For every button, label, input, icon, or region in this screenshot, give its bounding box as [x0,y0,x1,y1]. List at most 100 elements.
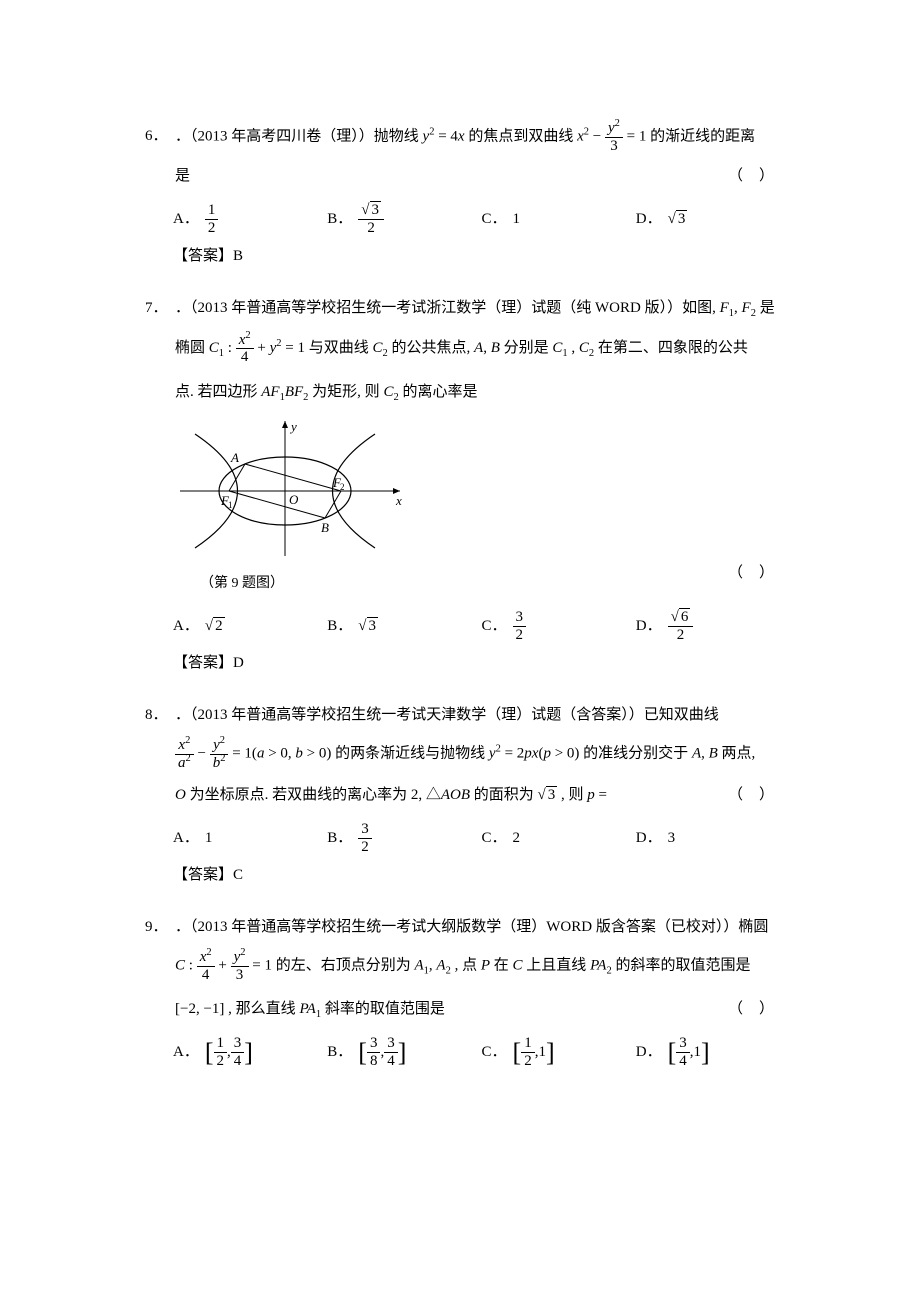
q7-b: B [491,340,500,356]
q9-c-l: C． [482,1040,507,1064]
q8-t2: 的两条渐近线与抛物线 [331,746,489,762]
q8-c-l: C． [482,826,507,850]
q6-opt-b: B． 3 2 [327,202,481,236]
q6-b-sqrt: 3 [370,201,382,218]
q8-bs: 2 [220,753,225,764]
q9-b-d2: 4 [384,1053,398,1070]
q7-source: ．（2013 年普通高等学校招生统一考试浙江数学（理）试题（纯 WORD 版）） [175,300,682,316]
q8-o: O [175,787,190,803]
q9-ys: 2 [240,947,245,958]
q6-opt-c: C．1 [482,202,636,236]
q6-frac-y: y [608,120,615,136]
q9-t4: 在 [490,958,513,974]
q9-eq1: = 1 [249,958,272,974]
q8-opt-a: A．1 [173,821,327,855]
q7-c-n: 3 [513,609,527,627]
q9-a-n2: 3 [231,1035,245,1053]
q7-xs: 2 [245,330,250,341]
q9-plus: + [215,958,231,974]
q7-t7: , [568,340,579,356]
q8-y2: y [489,746,496,762]
q9-opt-c: C．[12, 1] [482,1035,636,1069]
q8-opt-b: B．32 [327,821,481,855]
q8-bv: b [295,746,303,762]
q6-opt-a: A．12 [173,202,327,236]
q8-t6: 的面积为 [474,787,538,803]
q6-t3: 的渐近线的距离 [646,128,755,144]
q9-b-l: B． [327,1040,352,1064]
q9-b-n2: 3 [384,1035,398,1053]
q7-line2: 椭圆 C1 : x24 + y2 = 1 与双曲线 C2 的公共焦点, A, B… [175,330,790,366]
q9-pa1: PA [299,1001,315,1017]
q6-options: A．12 B．32 C．1 D．3 [173,202,790,236]
q8-xs: 2 [185,735,190,746]
q6-answer: 【答案】B [173,244,790,268]
q8-paren: （） [728,783,790,807]
q8-t7: , 则 [557,787,587,803]
q8-pv: p [587,787,595,803]
q8-number: 8． [145,703,175,727]
q9-a1: A [414,958,423,974]
q7-a: A [474,340,483,356]
q8-eq1: = 1( [228,746,256,762]
q7-f2: F [742,300,751,316]
q9-options: A．[12, 34] B．[38, 34] C．[12, 1] D．[34, 1… [173,1035,790,1069]
q9-t2: 的左、右顶点分别为 [272,958,415,974]
q8-aob: AOB [441,787,474,803]
q9-d-lb: [ [668,1045,677,1061]
q9-line2: C : x24 + y23 = 1 的左、右顶点分别为 A1, A2 , 点 P… [175,949,790,983]
q7-d-sqrt: 6 [679,608,691,625]
q9-b-d1: 8 [367,1053,381,1070]
q8-sqrt3: 3 [546,786,558,803]
q8-t4: 两点, [722,746,756,762]
q7-opt-c: C．32 [482,609,636,643]
q6-b-d: 2 [358,220,384,237]
q9-paren: （） [728,997,790,1021]
q7-t5: 的公共焦点, [388,340,474,356]
q8-options: A．1 B．32 C．2 D．3 [173,821,790,855]
q9-d-l: D． [636,1040,662,1064]
q6-number: 6． [145,124,175,148]
svg-text:2: 2 [340,482,345,492]
q6-body: ．（2013 年高考四川卷（理））抛物线 y2 = 4x 的焦点到双曲线 x2 … [175,120,790,154]
q7-b-l: B． [327,614,352,638]
q8-gt0b: > 0) [303,746,331,762]
q7-af1: AF [261,384,279,400]
q9-b-n1: 3 [367,1035,381,1053]
question-9: 9． ．（2013 年普通高等学校招生统一考试大纲版数学（理）WORD 版含答案… [145,915,790,1069]
q8-t3: 的准线分别交于 [579,746,688,762]
q7-plus: + [254,340,270,356]
q9-c2: C [513,958,523,974]
q7-t1: 如图, [682,300,720,316]
svg-text:O: O [289,492,299,507]
svg-text:y: y [289,419,297,434]
q9-d-n1: 3 [676,1035,690,1053]
q9-c: C [175,958,185,974]
q8-ys: 2 [220,735,225,746]
q8-as: 2 [186,753,191,764]
q7-c2c: C [383,384,393,400]
q9-p: P [481,958,490,974]
q6-frac: y23 [605,120,623,154]
q9-opt-b: B．[38, 34] [327,1035,481,1069]
q6-opt-b-l: B． [327,207,352,231]
q7-t6: 分别是 [500,340,553,356]
q7-number: 7． [145,296,175,320]
q7-c1v: C [209,340,219,356]
q7-c-d: 2 [513,627,527,644]
q9-a-lb: [ [205,1045,214,1061]
q9-fd1: 4 [197,967,215,984]
q8-gt0p: > 0) [551,746,579,762]
q8-gt0: > 0, [264,746,295,762]
q8-t5: 为坐标原点. 若双曲线的离心率为 2, △ [190,787,441,803]
svg-text:B: B [321,520,329,535]
q6-opt-c-l: C． [482,207,507,231]
q8-b-n: 3 [358,821,372,839]
q9-d-d1: 4 [676,1053,690,1070]
q7-d-l: D． [636,614,662,638]
q9-body: ．（2013 年普通高等学校招生统一考试大纲版数学（理）WORD 版含答案（已校… [175,915,790,939]
q7-fig-col: xyOABF1F2 （第 9 题图） [145,404,405,595]
q7-colon: : [224,340,236,356]
q8-source: ．（2013 年普通高等学校招生统一考试天津数学（理）试题（含答案）） [175,707,644,723]
svg-text:A: A [230,450,239,465]
